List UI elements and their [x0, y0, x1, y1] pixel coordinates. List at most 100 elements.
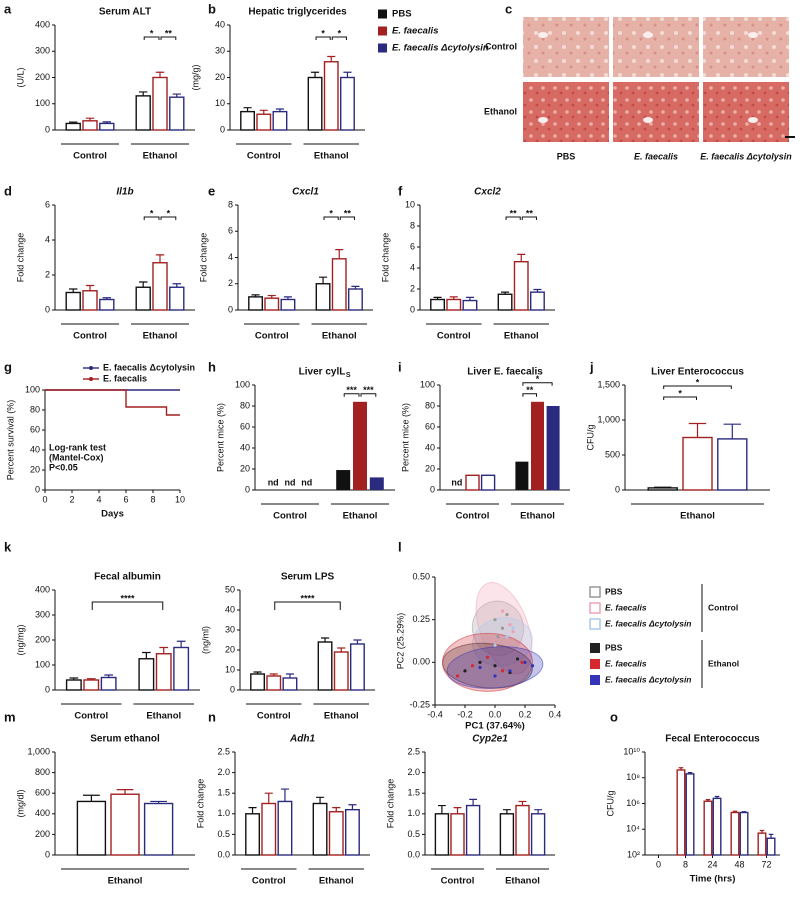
- group-label: Control: [74, 711, 108, 722]
- bar: [465, 804, 481, 856]
- y-tick-label: 0: [45, 849, 50, 859]
- error-bar: [159, 646, 169, 654]
- y-tick-label: 200: [35, 634, 50, 644]
- significance-label: *: [150, 28, 154, 38]
- error-bar: [248, 807, 257, 814]
- group-label: Ethanol: [319, 876, 354, 887]
- significance-bracket: [663, 396, 697, 400]
- scatter-point: [523, 660, 527, 664]
- error-bar: [316, 796, 325, 804]
- y-tick-label: 40: [225, 604, 235, 614]
- error-bar: [654, 486, 672, 488]
- chart-title: Adh1: [289, 734, 315, 745]
- x-tick-label: 0: [42, 494, 47, 504]
- bar: [345, 808, 360, 856]
- bar: [531, 401, 544, 490]
- y-tick-label: 10⁶: [626, 798, 640, 808]
- group-label: Control: [456, 511, 490, 522]
- significance-bracket: [160, 36, 177, 40]
- error-bar: [176, 640, 186, 648]
- error-bar: [351, 285, 360, 289]
- error-bar: [534, 809, 542, 814]
- y-tick-label: 0: [45, 684, 50, 694]
- value-label: nd: [451, 477, 462, 487]
- bar: [240, 110, 256, 131]
- error-bar: [465, 296, 474, 301]
- y-axis-label: CFU/g: [585, 424, 595, 450]
- error-bar: [518, 800, 527, 806]
- scatter-point: [493, 618, 497, 622]
- y-axis-label: Fold change: [198, 233, 208, 283]
- bar: [307, 76, 323, 131]
- x-tick-label: 2: [69, 494, 74, 504]
- bar: [348, 288, 363, 311]
- error-bar: [714, 795, 720, 799]
- vessel: [538, 32, 548, 38]
- x-tick-label: 0.4: [549, 709, 562, 719]
- bar: [245, 813, 261, 856]
- y-tick-label: 0: [220, 124, 225, 134]
- vessel: [643, 117, 653, 123]
- x-tick-label: 0.0: [489, 709, 502, 719]
- error-bar: [533, 288, 542, 293]
- y-tick-label: 0.5: [407, 829, 420, 839]
- bar: [99, 298, 115, 311]
- panel-letter: j: [589, 359, 594, 374]
- error-bar: [251, 294, 260, 297]
- legend-label: E. faecalis: [392, 26, 438, 37]
- group-label: Ethanol: [108, 876, 143, 887]
- y-tick-label: 2.5: [217, 746, 230, 756]
- chart-title: Fecal albumin: [94, 572, 161, 583]
- scatter-point: [530, 664, 535, 668]
- y-tick-label: 10⁴: [626, 824, 640, 834]
- y-tick-label: 20: [240, 463, 250, 473]
- y-tick-label: 40: [30, 444, 40, 454]
- value-label: nd: [285, 477, 296, 487]
- error-bar: [759, 829, 765, 834]
- y-axis-label: (mg/g): [190, 64, 200, 90]
- legend-label: E. faecalis Δcytolysin: [605, 674, 692, 684]
- bar: [173, 646, 190, 691]
- x-tick-label: 0: [656, 859, 661, 869]
- legend-group-label: Ethanol: [708, 658, 739, 668]
- error-bar: [687, 772, 693, 774]
- y-axis-label: Fold change: [15, 233, 25, 283]
- panel-letter: k: [4, 539, 12, 554]
- significance-bracket: [343, 393, 360, 397]
- chart-title: Fecal Enterococcus: [665, 734, 760, 745]
- title-subscript: S: [346, 372, 351, 379]
- row-label: Control: [485, 41, 517, 51]
- y-tick-label: 1.5: [407, 788, 420, 798]
- significance-bracket: [663, 385, 732, 389]
- y-tick-label: 0: [410, 304, 415, 314]
- y-tick-label: 6: [228, 226, 233, 236]
- y-tick-label: 0: [45, 304, 50, 314]
- confidence-ellipse: [442, 632, 533, 692]
- scatter-point: [511, 626, 515, 630]
- bar: [248, 296, 264, 311]
- group-label: Ethanol: [314, 151, 349, 162]
- significance-bracket: [331, 36, 347, 40]
- histology-image: [703, 82, 789, 142]
- group-label: Ethanol: [520, 511, 555, 522]
- y-tick-label: 60: [240, 421, 250, 431]
- error-bar: [469, 798, 477, 806]
- scatter-point: [493, 664, 497, 668]
- significance-bracket: [522, 393, 537, 397]
- bar: [450, 813, 465, 856]
- group-label: Ethanol: [143, 331, 178, 342]
- significance-bracket: [160, 216, 177, 220]
- significance-bracket: [360, 393, 377, 397]
- legend-swatch: [590, 643, 600, 653]
- legend-group-label: Control: [708, 602, 738, 612]
- panel-letter: d: [4, 183, 12, 198]
- error-bar: [283, 296, 292, 300]
- y-tick-label: 0.50: [412, 571, 430, 581]
- error-bar: [267, 294, 276, 299]
- significance-label: **: [526, 385, 534, 395]
- y-tick-label: 0: [230, 684, 235, 694]
- bar: [499, 813, 515, 856]
- legend-label: PBS: [605, 586, 623, 596]
- bar: [703, 800, 713, 856]
